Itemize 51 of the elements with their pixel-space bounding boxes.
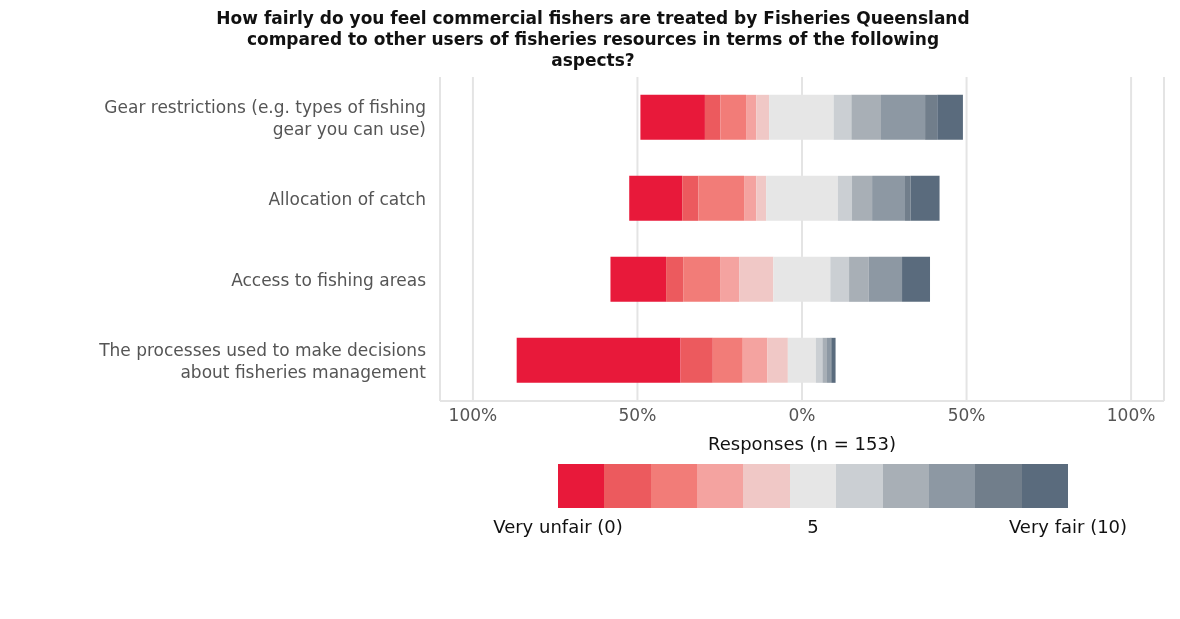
text: 5 [807, 516, 819, 538]
text: Very fair (10) [1008, 516, 1128, 538]
bar [872, 175, 906, 221]
y-tick-label: The processes used to make decisions about fisheries management [98, 339, 427, 382]
bar [815, 337, 823, 383]
bar [756, 175, 767, 221]
bar [720, 256, 740, 302]
x-tick-label: 100% [448, 405, 498, 426]
y-tick-label: Allocation of catch [268, 188, 426, 209]
bar [742, 337, 768, 383]
bar [830, 256, 850, 302]
bar [629, 175, 683, 221]
bar [756, 94, 770, 140]
bar [902, 256, 931, 302]
bar [610, 256, 667, 302]
bar [837, 175, 853, 221]
bar [833, 94, 852, 140]
bar [767, 337, 788, 383]
bar [849, 256, 869, 302]
bar [720, 94, 747, 140]
bar [831, 337, 836, 383]
bar [739, 256, 774, 302]
chart-title: How fairly do you feel commercial fishers are treated by Fisheries Queensland compared to other users of fisheries resources in terms of the following aspects? [215, 8, 971, 71]
y-tick-label: Gear restrictions (e.g. types of fishing gear you can use) [104, 96, 426, 139]
bar [683, 256, 721, 302]
bar [852, 175, 873, 221]
bar [516, 337, 681, 383]
x-axis-title: Responses (n = 153) [707, 433, 897, 454]
y-tick-label: Access to fishing areas [231, 269, 427, 290]
x-tick-label: 50% [947, 405, 986, 426]
text: Very unfair (0) [493, 516, 623, 538]
bar [868, 256, 903, 302]
bar [682, 175, 699, 221]
bar [704, 94, 721, 140]
bar [822, 337, 828, 383]
x-tick-label: 50% [618, 405, 657, 426]
bar [851, 94, 881, 140]
bar [744, 175, 757, 221]
bar [746, 94, 757, 140]
bar [905, 175, 911, 221]
bar [925, 94, 938, 140]
bar [712, 337, 743, 383]
bar [698, 175, 745, 221]
bar [640, 94, 705, 140]
x-tick-label: 100% [1106, 405, 1156, 426]
bar [880, 94, 926, 140]
x-tick-label: 0% [788, 405, 816, 426]
bar [666, 256, 684, 302]
bar [937, 94, 963, 140]
bar [680, 337, 713, 383]
bar [910, 175, 940, 221]
